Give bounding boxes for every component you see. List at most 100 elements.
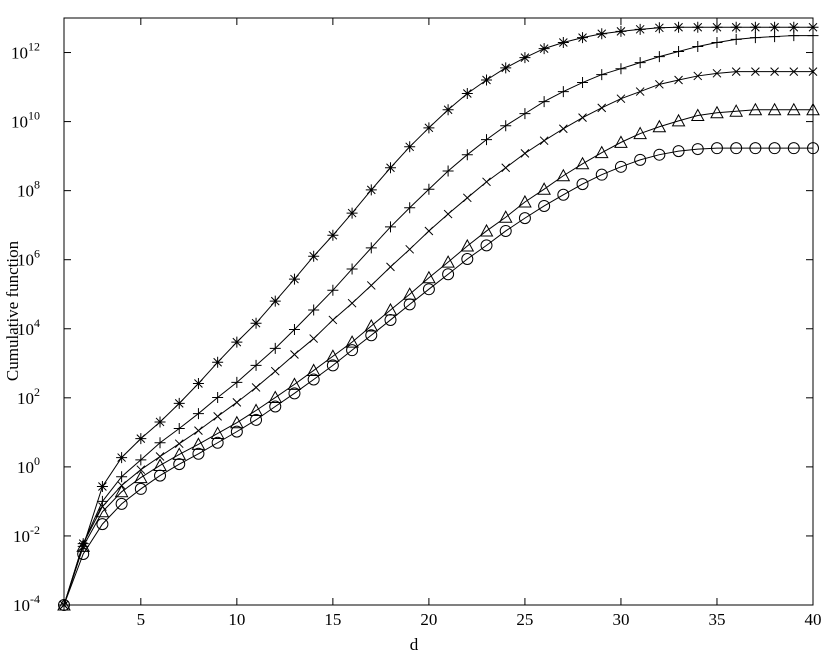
data-marker: [96, 518, 109, 531]
data-marker: [500, 120, 512, 132]
data-marker: [482, 177, 491, 187]
series-line: [63, 71, 813, 606]
data-marker: [442, 104, 454, 116]
data-marker: [230, 415, 244, 429]
data-marker: [749, 142, 762, 155]
data-marker: [366, 281, 376, 290]
data-marker: [461, 149, 473, 161]
y-tick-label: 10-2: [13, 523, 40, 546]
data-marker: [154, 437, 166, 449]
data-marker: [557, 188, 570, 201]
y-tick-base: 10: [17, 458, 34, 477]
y-tick-exponent: 4: [34, 316, 40, 330]
data-marker: [730, 21, 742, 33]
data-marker: [384, 221, 396, 233]
data-marker: [616, 94, 626, 104]
data-marker: [136, 465, 146, 475]
data-marker: [558, 124, 568, 134]
data-marker: [364, 318, 379, 332]
data-marker: [365, 329, 378, 342]
data-marker: [422, 270, 436, 284]
data-marker: [519, 108, 531, 120]
data-marker: [116, 452, 128, 464]
data-marker: [462, 193, 472, 203]
y-tick-label: 1010: [11, 109, 40, 132]
data-marker: [653, 148, 666, 161]
data-marker: [461, 88, 473, 100]
data-marker: [270, 366, 280, 376]
data-marker: [327, 284, 339, 296]
data-marker: [307, 373, 320, 386]
data-marker: [191, 437, 206, 450]
y-tick-label: 102: [17, 385, 40, 408]
x-tick-label: 20: [420, 610, 437, 629]
data-marker: [575, 156, 590, 170]
data-marker: [173, 458, 186, 471]
data-marker: [231, 376, 243, 388]
data-marker: [251, 383, 261, 392]
data-marker: [692, 21, 704, 33]
data-marker: [192, 447, 205, 460]
y-tick-base: 10: [17, 389, 34, 408]
data-marker: [731, 67, 741, 76]
data-marker: [57, 599, 71, 611]
data-marker: [692, 40, 704, 52]
data-marker: [249, 403, 263, 416]
data-marker: [76, 539, 91, 552]
data-marker: [192, 408, 204, 420]
data-marker: [518, 194, 532, 208]
data-marker: [518, 212, 531, 225]
data-marker: [210, 426, 225, 439]
data-marker: [346, 207, 358, 219]
data-marker: [423, 122, 435, 134]
data-marker: [711, 37, 723, 49]
data-marker: [614, 160, 627, 173]
data-marker: [729, 104, 744, 117]
data-marker: [788, 21, 800, 33]
y-tick-base: 10: [13, 527, 30, 546]
data-marker: [365, 242, 377, 254]
data-marker: [690, 108, 705, 122]
data-marker: [384, 162, 396, 174]
data-marker: [212, 392, 224, 404]
data-marker: [614, 135, 628, 148]
data-marker: [230, 425, 243, 438]
data-marker: [386, 262, 395, 272]
data-marker: [787, 142, 800, 155]
x-tick-label: 15: [324, 610, 341, 629]
data-marker: [250, 359, 262, 371]
data-marker: [673, 46, 685, 58]
data-marker: [384, 314, 397, 326]
data-marker: [519, 52, 531, 64]
data-marker: [250, 413, 263, 426]
data-marker: [807, 21, 819, 33]
y-tick-label: 108: [17, 178, 40, 201]
data-marker: [461, 253, 474, 265]
data-marker: [365, 184, 377, 196]
data-marker: [423, 183, 435, 195]
data-marker: [597, 103, 607, 113]
x-tick-label: 25: [516, 610, 533, 629]
data-marker: [269, 342, 281, 354]
data-marker: [403, 298, 416, 311]
data-marker: [538, 96, 550, 108]
data-marker: [730, 142, 743, 155]
y-tick-label: 1012: [11, 40, 40, 63]
data-marker: [405, 244, 415, 254]
data-marker: [789, 67, 799, 76]
data-marker: [655, 79, 664, 89]
data-marker: [788, 30, 800, 42]
data-marker: [480, 239, 493, 252]
data-marker: [537, 182, 551, 195]
data-marker: [633, 126, 647, 140]
data-marker: [538, 43, 550, 55]
plot-frame: [63, 17, 814, 606]
data-marker: [212, 356, 224, 368]
data-marker: [710, 105, 724, 119]
data-marker: [615, 25, 627, 37]
data-marker: [115, 497, 128, 510]
data-marker: [134, 483, 147, 495]
data-marker: [500, 62, 512, 74]
data-marker: [634, 153, 647, 166]
